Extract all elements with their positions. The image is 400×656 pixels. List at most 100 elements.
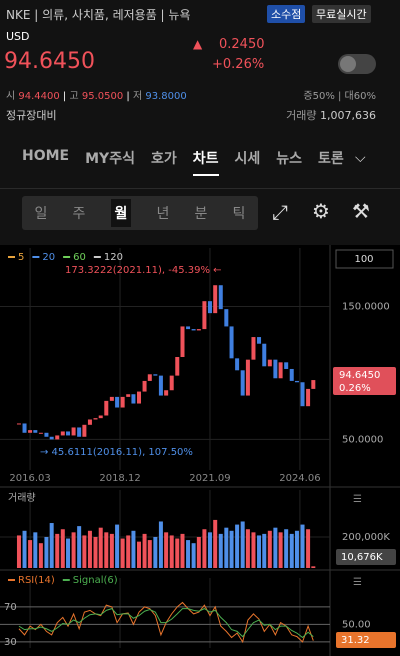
candle bbox=[109, 396, 114, 401]
tab[interactable]: MY주식 bbox=[85, 151, 135, 167]
candle bbox=[71, 427, 76, 436]
volume-bar bbox=[164, 532, 169, 568]
volume-bar bbox=[306, 529, 311, 568]
count-box bbox=[335, 249, 394, 269]
candle bbox=[186, 326, 191, 330]
period[interactable]: 주 bbox=[72, 206, 86, 222]
tab[interactable]: 뉴스 bbox=[276, 151, 303, 167]
candle bbox=[207, 301, 212, 314]
y-tick-label: 30 bbox=[4, 637, 17, 648]
volume-bar bbox=[180, 533, 185, 568]
volume-bar bbox=[115, 524, 120, 568]
volume-bar bbox=[158, 521, 163, 568]
menu-icon: ☰ bbox=[353, 577, 362, 588]
tab[interactable]: 호가 bbox=[150, 151, 177, 167]
period[interactable]: 월 bbox=[110, 199, 132, 227]
y-tick-label: 50.00 bbox=[342, 619, 371, 630]
candle bbox=[120, 396, 125, 408]
change: 0.2450 bbox=[219, 37, 265, 52]
volume-bar bbox=[153, 536, 158, 568]
candle bbox=[235, 358, 240, 371]
volume-bar bbox=[66, 538, 71, 568]
volume-bar bbox=[218, 533, 223, 568]
volume-bar bbox=[284, 529, 289, 568]
volume-bar bbox=[104, 532, 109, 568]
candle bbox=[175, 357, 180, 376]
volume-bar bbox=[142, 533, 147, 568]
legend-label: 120 bbox=[104, 252, 123, 263]
volume-bar bbox=[82, 535, 87, 568]
volume-bar bbox=[202, 529, 207, 568]
candle bbox=[273, 359, 278, 379]
candle bbox=[44, 432, 49, 437]
settings-icon[interactable]: ⚙ bbox=[312, 199, 330, 223]
price-tag-label: 0.26% bbox=[339, 383, 371, 394]
expand-icon[interactable]: ⤢ bbox=[272, 200, 288, 224]
high: 95.0500 bbox=[81, 91, 124, 102]
change-pct: +0.26% bbox=[212, 57, 265, 72]
menu-icon: ☰ bbox=[353, 494, 362, 505]
tab[interactable]: 토론 bbox=[318, 151, 344, 167]
candle bbox=[98, 415, 103, 419]
x-tick-label: 2024.06 bbox=[279, 473, 320, 484]
candle bbox=[66, 431, 71, 436]
volume-bar bbox=[251, 532, 256, 568]
candle bbox=[131, 394, 136, 404]
volume-bar bbox=[278, 532, 283, 568]
volume-bar bbox=[93, 536, 98, 568]
candle bbox=[49, 436, 54, 440]
period[interactable]: 분 bbox=[194, 206, 208, 222]
candle bbox=[251, 337, 256, 360]
x-tick-label: 2016.03 bbox=[9, 473, 50, 484]
volume-bar bbox=[300, 524, 305, 568]
candle bbox=[115, 396, 120, 408]
volume-bar bbox=[33, 532, 38, 568]
tool-icon[interactable]: ⚒ bbox=[352, 199, 370, 223]
tab[interactable]: HOME bbox=[22, 148, 70, 164]
candle bbox=[289, 368, 294, 381]
x-tick-label: 2018.12 bbox=[99, 473, 140, 484]
candle bbox=[158, 375, 163, 396]
volume-bar bbox=[147, 540, 152, 568]
volume-bar bbox=[71, 532, 76, 568]
candle bbox=[16, 423, 21, 425]
rsi-line bbox=[18, 608, 314, 639]
period[interactable]: 일 bbox=[34, 206, 48, 222]
candle bbox=[136, 391, 141, 404]
candle bbox=[169, 375, 174, 391]
candle bbox=[77, 427, 82, 437]
candle bbox=[196, 329, 201, 331]
label: 고 bbox=[69, 91, 79, 102]
label: 저 bbox=[132, 91, 143, 102]
volume-bar bbox=[191, 543, 196, 568]
candle bbox=[218, 285, 223, 310]
chevron[interactable]: ⌵ bbox=[355, 150, 366, 166]
candle bbox=[55, 435, 60, 440]
tab[interactable]: 시세 bbox=[234, 151, 261, 167]
candle bbox=[87, 419, 92, 425]
tab[interactable]: 차트 bbox=[192, 146, 219, 176]
volume: 1,007,636 bbox=[320, 109, 376, 122]
candle bbox=[22, 423, 27, 433]
volume-bar bbox=[169, 535, 174, 568]
badge[interactable]: 무료실시간 bbox=[312, 5, 371, 23]
volume-bar bbox=[87, 530, 92, 568]
volume-bar bbox=[273, 527, 278, 568]
candle bbox=[126, 394, 131, 397]
candle bbox=[278, 362, 283, 379]
volume-bar bbox=[77, 526, 82, 568]
badge[interactable]: 소수점 bbox=[267, 5, 306, 23]
toggle[interactable] bbox=[338, 54, 376, 74]
label: 거래량 bbox=[286, 109, 317, 122]
y-tick-label: 70 bbox=[4, 602, 17, 613]
volume-bar bbox=[175, 538, 180, 568]
period[interactable]: 년 bbox=[156, 206, 170, 222]
volume-tag bbox=[336, 549, 396, 565]
candle bbox=[202, 301, 207, 330]
volume-bar bbox=[186, 540, 191, 568]
candle bbox=[240, 370, 245, 396]
period[interactable]: 틱 bbox=[232, 206, 246, 222]
legend-label: 20 bbox=[42, 252, 55, 263]
volume-bar bbox=[311, 566, 316, 568]
